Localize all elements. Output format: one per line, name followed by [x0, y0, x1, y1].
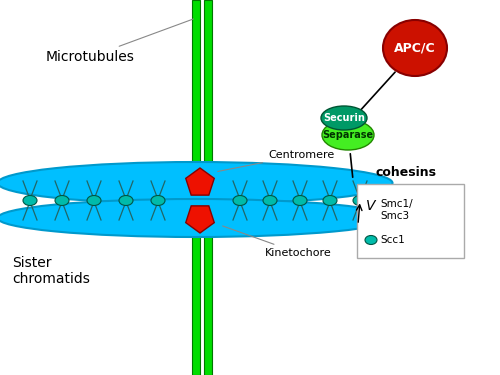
Text: Sister
chromatids: Sister chromatids: [12, 256, 90, 286]
Bar: [192, 0, 200, 375]
Text: Smc1/
Smc3: Smc1/ Smc3: [380, 199, 412, 220]
Polygon shape: [186, 206, 214, 233]
Ellipse shape: [233, 195, 247, 206]
Polygon shape: [186, 168, 214, 195]
Ellipse shape: [321, 106, 367, 130]
Ellipse shape: [353, 195, 367, 206]
Text: Kinetochore: Kinetochore: [222, 226, 332, 258]
Text: V: V: [366, 199, 376, 213]
Ellipse shape: [365, 236, 377, 244]
Ellipse shape: [323, 195, 337, 206]
Ellipse shape: [23, 195, 37, 206]
Text: APC/C: APC/C: [394, 42, 436, 54]
Ellipse shape: [87, 195, 101, 206]
Ellipse shape: [322, 120, 374, 150]
Text: Microtubules: Microtubules: [46, 19, 194, 64]
Ellipse shape: [0, 162, 392, 204]
Ellipse shape: [119, 195, 133, 206]
Bar: [204, 0, 212, 375]
Ellipse shape: [293, 195, 307, 206]
Ellipse shape: [55, 195, 69, 206]
Ellipse shape: [0, 199, 392, 237]
FancyBboxPatch shape: [357, 184, 464, 258]
Text: Separase: Separase: [322, 130, 374, 140]
Ellipse shape: [263, 195, 277, 206]
Text: Centromere: Centromere: [218, 150, 334, 171]
Text: Securin: Securin: [323, 113, 365, 123]
Ellipse shape: [383, 20, 447, 76]
Text: cohesins: cohesins: [375, 166, 436, 179]
Text: Scc1: Scc1: [380, 235, 405, 245]
Ellipse shape: [151, 195, 165, 206]
